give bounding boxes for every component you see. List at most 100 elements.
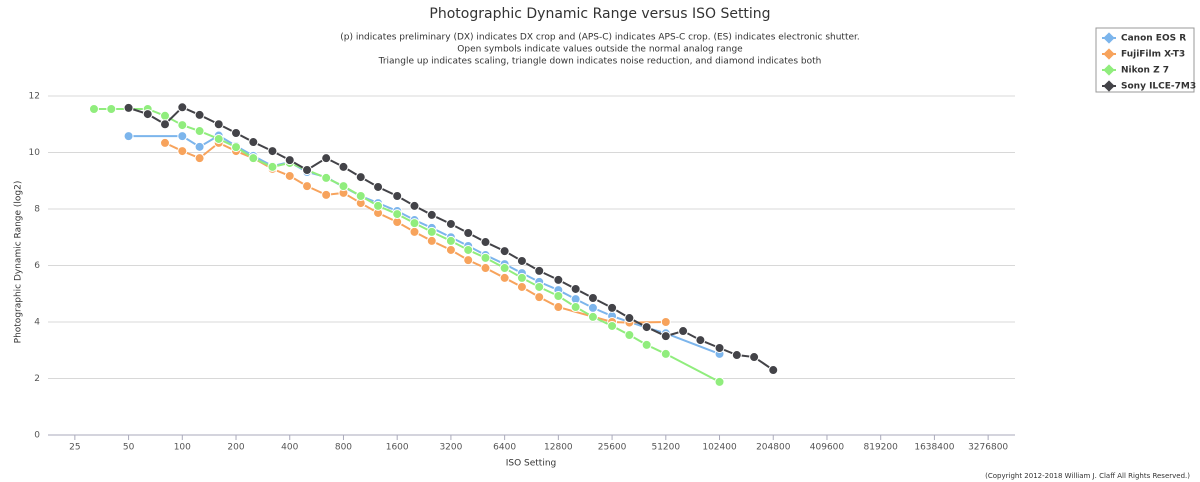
data-point (553, 274, 564, 285)
data-point (160, 110, 171, 121)
data-point (641, 322, 652, 333)
data-point (587, 311, 598, 322)
data-point (321, 189, 332, 200)
data-point (660, 317, 671, 327)
data-point (302, 165, 313, 176)
data-point (463, 255, 474, 266)
data-point (695, 335, 706, 346)
x-axis-label: ISO Setting (506, 459, 557, 469)
data-point (409, 226, 420, 237)
data-point (534, 265, 545, 276)
data-point (426, 209, 437, 220)
data-point (373, 181, 384, 192)
data-point (321, 172, 332, 183)
data-point (338, 181, 349, 192)
chart-subtitle: (p) indicates preliminary (DX) indicates… (340, 33, 860, 43)
y-tick-label: 6 (34, 261, 40, 271)
x-tick-label: 6400 (493, 443, 516, 453)
y-tick-label: 2 (34, 374, 40, 384)
data-point (731, 350, 742, 361)
data-point (160, 137, 171, 148)
legend-label[interactable]: FujiFilm X-T3 (1121, 50, 1185, 60)
data-point (409, 218, 420, 229)
data-point (587, 292, 598, 303)
data-point (678, 326, 689, 337)
data-point (607, 302, 618, 313)
x-tick-label: 3200 (439, 443, 462, 453)
data-point (534, 281, 545, 292)
x-tick-label: 819200 (864, 443, 899, 453)
legend-label[interactable]: Nikon Z 7 (1121, 66, 1169, 76)
y-axis-label: Photographic Dynamic Range (log2) (14, 181, 24, 344)
x-tick-label: 25 (69, 443, 80, 453)
data-point (768, 365, 779, 376)
data-point (177, 146, 188, 157)
y-tick-label: 4 (34, 318, 40, 328)
legend-swatch (1103, 64, 1115, 76)
legend-swatch (1103, 32, 1115, 44)
data-point (480, 252, 491, 263)
data-point (302, 181, 313, 192)
data-point (714, 376, 725, 387)
data-point (160, 119, 171, 130)
data-point (445, 235, 456, 246)
data-point (553, 302, 564, 313)
data-point (516, 281, 527, 292)
data-point (177, 102, 188, 113)
chart-title: Photographic Dynamic Range versus ISO Se… (429, 6, 770, 22)
x-tick-label: 800 (335, 443, 352, 453)
data-point (587, 302, 598, 313)
x-tick-label: 12800 (544, 443, 573, 453)
x-tick-label: 200 (227, 443, 244, 453)
y-tick-label: 8 (34, 205, 40, 215)
chart-subtitle: Triangle up indicates scaling, triangle … (378, 57, 822, 67)
data-point (392, 191, 403, 202)
x-tick-label: 50 (123, 443, 135, 453)
legend-swatch (1103, 80, 1115, 92)
data-point (426, 235, 437, 246)
data-point (607, 320, 618, 331)
data-point (88, 103, 99, 114)
data-point (570, 302, 581, 313)
data-point (194, 109, 205, 120)
data-point (177, 120, 188, 131)
x-tick-label: 1600 (386, 443, 409, 453)
data-point (463, 228, 474, 239)
data-point (463, 244, 474, 255)
data-point (499, 246, 510, 257)
data-point (660, 331, 671, 342)
data-point (231, 142, 242, 153)
data-point (142, 109, 153, 120)
data-point (267, 146, 278, 157)
data-point (355, 172, 366, 183)
data-point (106, 103, 117, 114)
x-tick-label: 1638400 (914, 443, 954, 453)
data-point (213, 119, 224, 130)
data-point (516, 255, 527, 266)
data-point (641, 339, 652, 350)
data-point (553, 291, 564, 302)
data-point (480, 263, 491, 274)
data-point (213, 133, 224, 144)
data-point (714, 342, 725, 353)
legend-label[interactable]: Sony ILCE-7M3 (1121, 82, 1196, 92)
legend-swatch (1103, 48, 1115, 60)
data-point (499, 272, 510, 283)
x-tick-label: 409600 (810, 443, 845, 453)
legend-label[interactable]: Canon EOS R (1121, 34, 1186, 44)
data-point (248, 153, 259, 164)
data-point (660, 348, 671, 359)
y-tick-label: 0 (34, 431, 40, 441)
data-point (445, 218, 456, 229)
y-tick-label: 12 (29, 92, 40, 102)
credit: (Copyright 2012-2018 William J. Claff Al… (985, 472, 1190, 480)
x-tick-label: 3276800 (968, 443, 1008, 453)
x-tick-label: 400 (281, 443, 298, 453)
x-tick-label: 51200 (651, 443, 680, 453)
data-point (284, 155, 295, 166)
data-point (338, 161, 349, 172)
data-point (426, 226, 437, 237)
x-tick-label: 100 (174, 443, 191, 453)
data-point (445, 244, 456, 255)
